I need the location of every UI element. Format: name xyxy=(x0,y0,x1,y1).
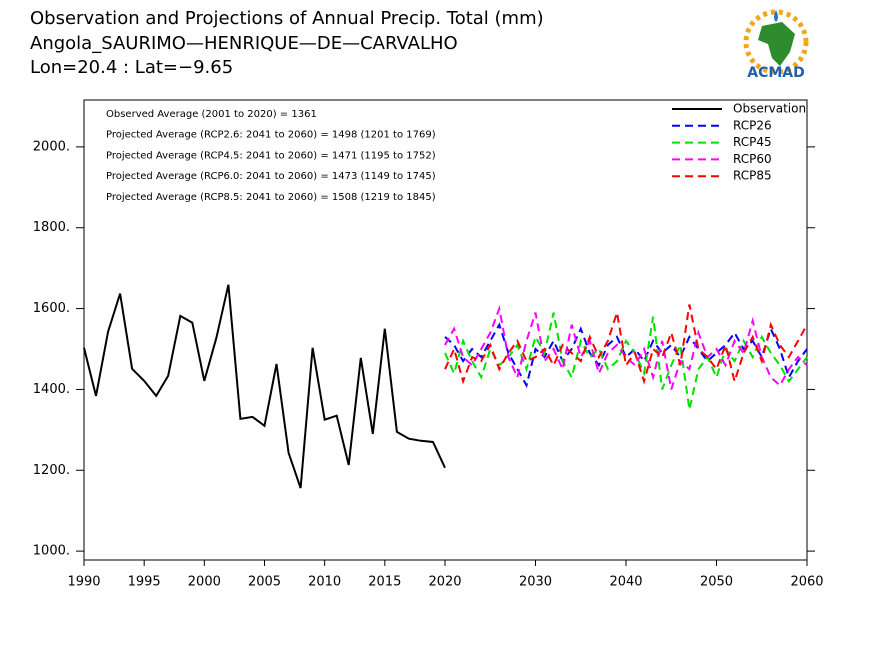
series-line xyxy=(83,284,446,489)
legend-label: Observation xyxy=(733,102,806,116)
y-tick-label: 1600. xyxy=(33,301,70,316)
y-tick-label: 1200. xyxy=(33,463,70,478)
x-tick-label: 2020 xyxy=(428,575,461,590)
legend-label: RCP85 xyxy=(733,169,772,183)
legend-label: RCP26 xyxy=(733,118,772,132)
logo: ACMAD xyxy=(743,9,809,81)
x-tick-label: 1995 xyxy=(128,575,161,590)
x-tick-label: 2000 xyxy=(188,575,221,590)
series-line xyxy=(444,304,808,390)
series-line xyxy=(444,322,808,389)
x-tick-label: 2050 xyxy=(700,575,733,590)
logo-text: ACMAD xyxy=(747,65,805,81)
chart-subtitle: Angola_SAURIMO—HENRIQUE—DE—CARVALHO xyxy=(30,33,458,54)
annotation: Projected Average (RCP4.5: 2041 to 2060)… xyxy=(106,150,436,161)
annotation: Projected Average (RCP8.5: 2041 to 2060)… xyxy=(106,192,436,203)
annotation: Observed Average (2001 to 2020) = 1361 xyxy=(106,109,317,120)
y-tick-label: 1000. xyxy=(33,544,70,559)
logo-drop xyxy=(774,10,778,22)
plot-frame xyxy=(83,99,808,561)
location: Lon=20.4 : Lat=−9.65 xyxy=(30,57,233,78)
x-tick-label: 2015 xyxy=(368,575,401,590)
chart-title: Observation and Projections of Annual Pr… xyxy=(30,8,544,29)
y-tick-label: 2000. xyxy=(33,139,70,154)
series-line xyxy=(444,304,808,385)
logo-ring xyxy=(743,9,809,75)
x-tick-label: 2010 xyxy=(308,575,341,590)
x-tick-label: 2040 xyxy=(609,575,642,590)
x-tick-label: 2030 xyxy=(519,575,552,590)
logo-africa xyxy=(758,22,795,66)
x-tick-label: 2005 xyxy=(248,575,281,590)
x-tick-label: 2060 xyxy=(790,575,823,590)
x-tick-label: 1990 xyxy=(67,575,100,590)
legend-label: RCP60 xyxy=(733,152,772,166)
annotation: Projected Average (RCP6.0: 2041 to 2060)… xyxy=(106,171,436,182)
y-tick-label: 1800. xyxy=(33,220,70,235)
legend-label: RCP45 xyxy=(733,135,772,149)
y-tick-label: 1400. xyxy=(33,382,70,397)
annotation: Projected Average (RCP2.6: 2041 to 2060)… xyxy=(106,130,436,141)
